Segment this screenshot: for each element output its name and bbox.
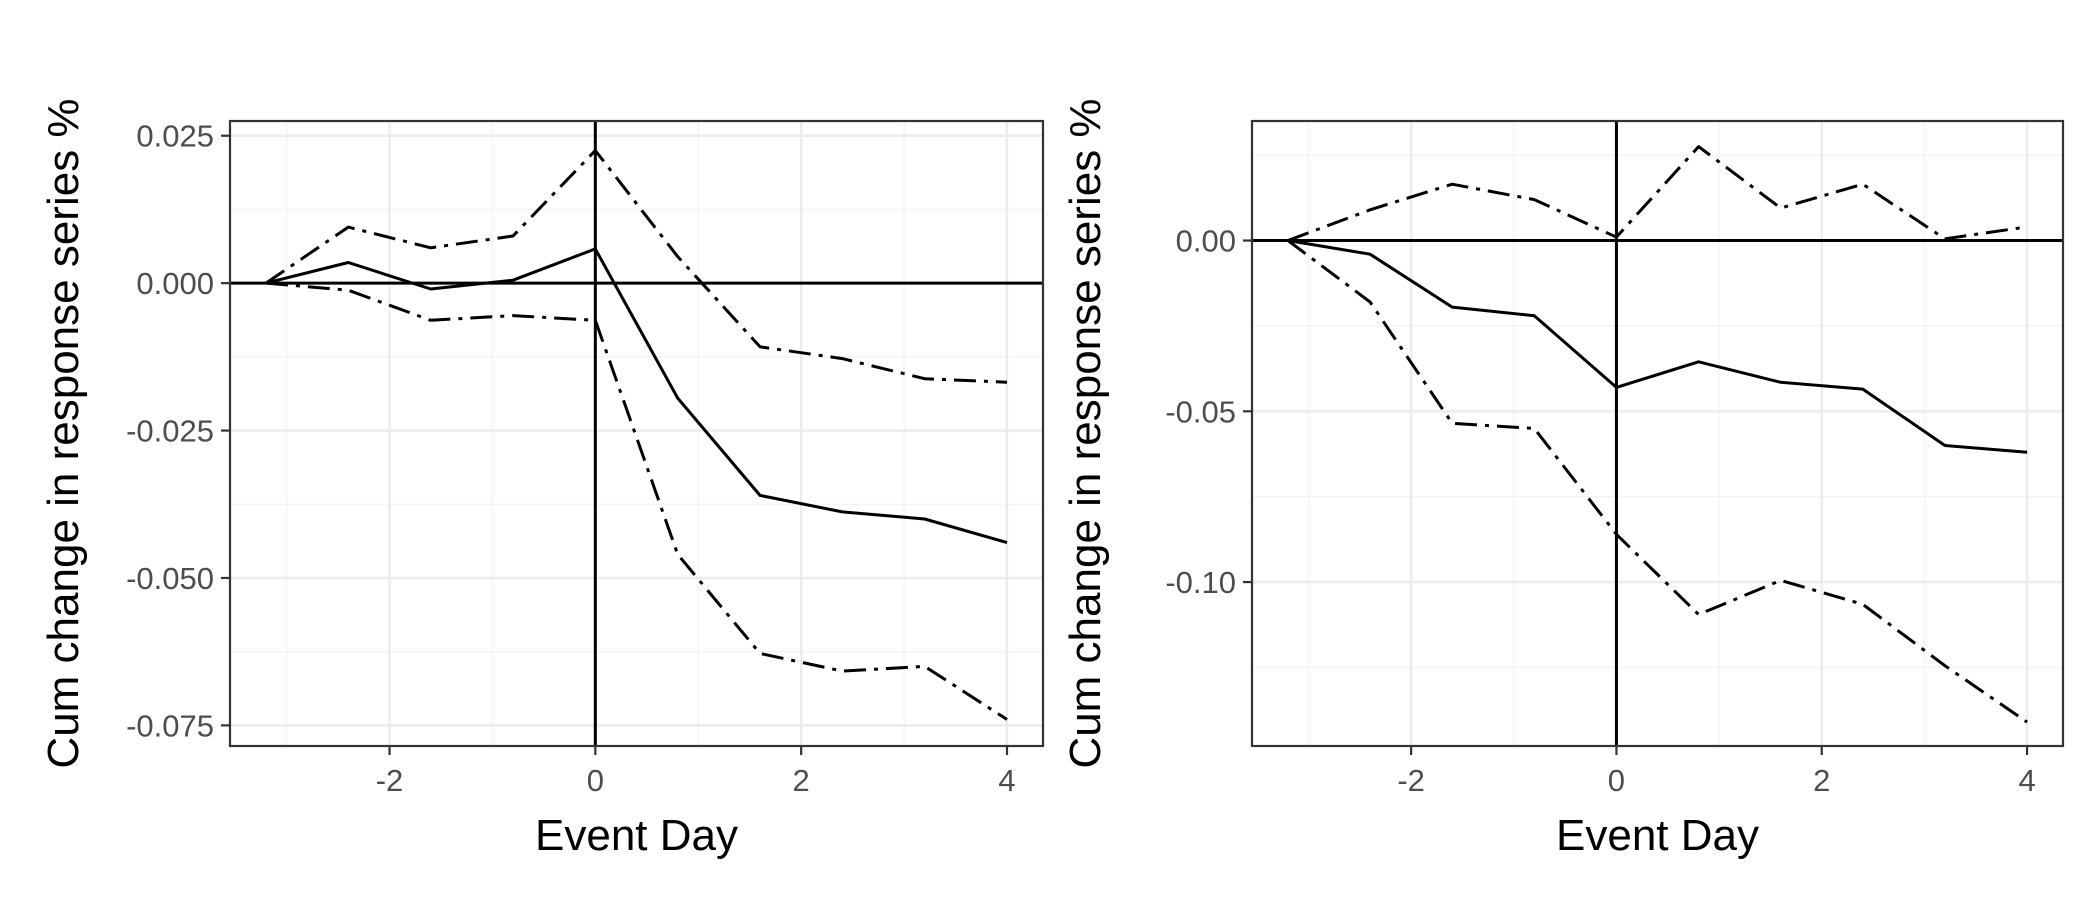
x-axis-title: Event Day: [535, 811, 738, 860]
y-tick-label: -0.075: [126, 708, 214, 743]
panel-border: [1250, 119, 2065, 748]
y-axis-title: Cum change in response series %: [39, 98, 88, 768]
left-panel: -2 0 2 4 -0.075 -0.050 -0.025 0.000 0.025 Event D…: [39, 98, 1045, 860]
y-tick-label: -0.10: [1165, 565, 1236, 600]
y-tick-label: 0.000: [136, 266, 214, 301]
x-tick-label: -2: [1397, 763, 1425, 798]
y-tick-label: -0.05: [1165, 394, 1236, 429]
x-tick-label: 4: [2018, 763, 2035, 798]
x-tick-label: 4: [998, 763, 1015, 798]
x-tick-label: 0: [1608, 763, 1625, 798]
y-tick-label: 0.00: [1176, 224, 1236, 259]
series-estimate-line: [1287, 239, 2028, 454]
y-tick-label: -0.050: [126, 561, 214, 596]
x-tick-label: 2: [793, 763, 810, 798]
y-axis-title: Cum change in response series %: [1061, 98, 1110, 768]
series-estimate-line: [265, 247, 1008, 545]
x-tick-label: -2: [376, 763, 404, 798]
x-tick-label: 2: [1813, 763, 1830, 798]
x-axis-title: Event Day: [1556, 811, 1759, 860]
series-bound-line-1: [1287, 145, 2028, 242]
y-tick-label: 0.025: [136, 119, 214, 154]
series-bound-line-1: [265, 149, 1008, 384]
panel-border: [228, 119, 1045, 748]
x-tick-label: 0: [587, 763, 604, 798]
right-panel: -2 0 2 4 -0.10 -0.05 0.00 Event Day Cum change i…: [1061, 98, 2065, 860]
series-bound-line-2: [265, 281, 1008, 721]
series-bound-line-2: [1287, 239, 2028, 724]
y-tick-label: -0.025: [126, 414, 214, 449]
